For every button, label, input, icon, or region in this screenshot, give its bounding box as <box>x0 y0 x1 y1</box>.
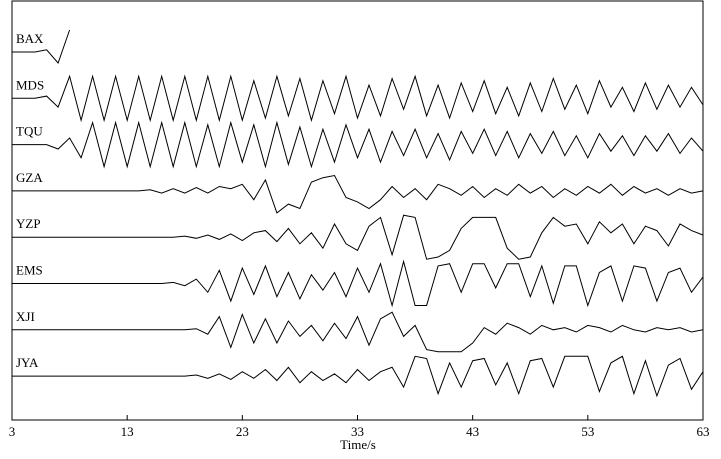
trace <box>12 29 71 64</box>
x-tick-label: 23 <box>236 424 249 439</box>
trace-label: TQU <box>16 124 43 139</box>
x-tick-label: 63 <box>697 424 710 439</box>
trace <box>12 259 704 308</box>
x-tick-label: 33 <box>351 424 364 439</box>
x-tick-label: 53 <box>581 424 594 439</box>
plot-frame <box>11 0 704 421</box>
trace-label: BAX <box>16 31 44 46</box>
trace-label: XJI <box>16 309 35 324</box>
trace-label: YZP <box>16 216 41 231</box>
trace-label: EMS <box>16 262 43 277</box>
trace-label: JYA <box>16 355 39 370</box>
trace <box>12 355 704 398</box>
x-axis-label: Time/s <box>340 437 376 452</box>
x-tick-label: 43 <box>466 424 479 439</box>
trace-label: GZA <box>16 170 43 185</box>
x-tick-label: 3 <box>9 424 16 439</box>
trace <box>12 174 704 214</box>
trace <box>12 214 704 260</box>
trace <box>12 311 704 353</box>
x-tick-label: 13 <box>121 424 134 439</box>
trace-label: MDS <box>16 77 44 92</box>
trace <box>12 74 704 123</box>
trace <box>12 120 704 169</box>
